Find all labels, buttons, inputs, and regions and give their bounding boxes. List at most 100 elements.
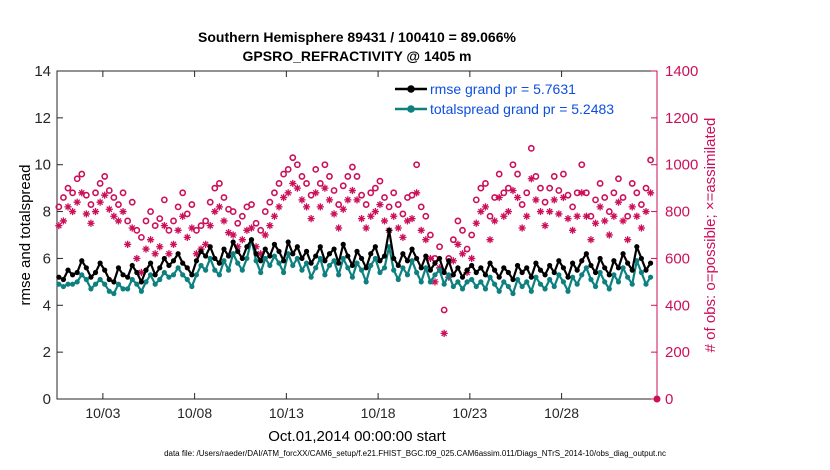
y-tick-label: 12 xyxy=(34,110,51,127)
totalspread-point xyxy=(79,272,85,278)
obs-assimilated-point xyxy=(495,193,503,202)
rmse-point xyxy=(317,244,323,250)
obs-assimilated-point xyxy=(559,193,568,202)
totalspread-point xyxy=(647,274,654,280)
totalspread-point xyxy=(212,267,218,273)
rmse-point xyxy=(322,258,328,264)
obs-assimilated-point xyxy=(179,212,187,220)
totalspread-point xyxy=(349,274,356,280)
rmse-point xyxy=(161,255,167,262)
totalspread-point xyxy=(638,269,645,276)
totalspread-point xyxy=(501,279,507,285)
obs-possible-point xyxy=(459,226,466,234)
rmse-point xyxy=(216,260,222,266)
rmse-point xyxy=(285,239,291,245)
obs-assimilated-point xyxy=(642,207,650,216)
rmse-point xyxy=(391,255,397,262)
obs-assimilated-point xyxy=(312,189,320,197)
data-file-caption: data file: /Users/raeder/DAI/ATM_forcXX/… xyxy=(164,449,666,458)
rmse-point xyxy=(175,251,181,257)
rmse-point xyxy=(533,260,539,266)
obs-assimilated-point xyxy=(353,196,361,204)
rmse-point xyxy=(244,244,250,250)
obs-possible-point xyxy=(142,217,150,225)
obs-possible-point xyxy=(454,217,462,225)
rmse-point xyxy=(157,265,163,271)
obs-possible-point xyxy=(197,222,205,230)
obs-assimilated-point xyxy=(605,231,613,239)
obs-possible-point xyxy=(385,203,393,211)
obs-assimilated-point xyxy=(229,231,237,239)
obs-possible-point xyxy=(78,170,86,178)
obs-possible-point xyxy=(289,154,297,162)
plot-area xyxy=(56,70,658,400)
obs-assimilated-point xyxy=(174,226,182,234)
totalspread-point xyxy=(193,272,200,278)
obs-assimilated-point xyxy=(156,243,164,251)
obs-possible-point xyxy=(367,189,375,197)
x-axis-label: Oct.01,2014 00:00:00 start xyxy=(268,428,446,445)
rmse-point xyxy=(556,258,562,264)
totalspread-point xyxy=(519,283,525,290)
obs-possible-point xyxy=(349,163,356,171)
obs-possible-point xyxy=(390,189,398,197)
rmse-point xyxy=(643,267,649,273)
obs-assimilated-point xyxy=(266,222,274,230)
obs-possible-point xyxy=(537,184,544,192)
rmse-point xyxy=(212,255,218,262)
obs-possible-point xyxy=(619,194,627,201)
rmse-point xyxy=(83,265,89,271)
rmse-point xyxy=(248,237,255,243)
chart-subtitle: GPSRO_REFRACTIVITY @ 1405 m xyxy=(243,48,472,64)
obs-possible-point xyxy=(110,194,118,201)
legend-box xyxy=(390,78,645,120)
rmse-point xyxy=(615,265,622,271)
totalspread-point xyxy=(216,272,222,278)
rmse-point xyxy=(106,276,112,283)
legend-marker-totalspread xyxy=(407,105,415,113)
totalspread-point xyxy=(271,253,278,259)
obs-possible-point xyxy=(293,161,301,169)
totalspread-point xyxy=(602,279,608,285)
totalspread-point xyxy=(244,255,250,262)
obs-possible-point xyxy=(105,187,113,194)
rmse-point xyxy=(180,260,186,266)
obs-assimilated-point xyxy=(192,250,201,258)
obs-assimilated-point xyxy=(601,217,609,225)
totalspread-point xyxy=(239,267,245,273)
obs-possible-point xyxy=(271,189,278,197)
obs-assimilated-point xyxy=(591,219,600,227)
obs-assimilated-point xyxy=(454,240,462,248)
rmse-point xyxy=(88,274,94,280)
obs-possible-point xyxy=(321,161,329,169)
y2-tick-label: 1000 xyxy=(665,157,698,174)
obs-possible-point xyxy=(138,233,145,241)
obs-possible-point xyxy=(211,184,219,192)
totalspread-point xyxy=(533,274,539,280)
rmse-point xyxy=(120,272,126,278)
obs-possible-point xyxy=(266,198,274,206)
rmse-point xyxy=(143,267,149,273)
totalspread-point xyxy=(510,290,516,297)
totalspread-point xyxy=(547,276,553,283)
rmse-point xyxy=(294,244,300,250)
totalspread-point xyxy=(143,279,149,285)
totalspread-point xyxy=(230,251,236,257)
rmse-point xyxy=(92,269,99,276)
obs-possible-point xyxy=(280,170,288,178)
y2-tick-label: 0 xyxy=(665,391,673,408)
rmse-point xyxy=(203,253,209,259)
rmse-point xyxy=(336,260,342,266)
obs-possible-point xyxy=(55,203,63,211)
totalspread-point xyxy=(331,258,337,264)
obs-assimilated-point xyxy=(628,203,636,211)
obs-possible-point xyxy=(179,189,187,197)
obs-assimilated-point xyxy=(614,198,623,206)
totalspread-point xyxy=(537,281,544,287)
totalspread-point xyxy=(386,244,392,250)
legend-marker-rmse xyxy=(407,85,415,93)
rmse-point xyxy=(97,260,103,266)
rmse-point xyxy=(271,241,278,247)
rmse-point xyxy=(602,265,608,271)
